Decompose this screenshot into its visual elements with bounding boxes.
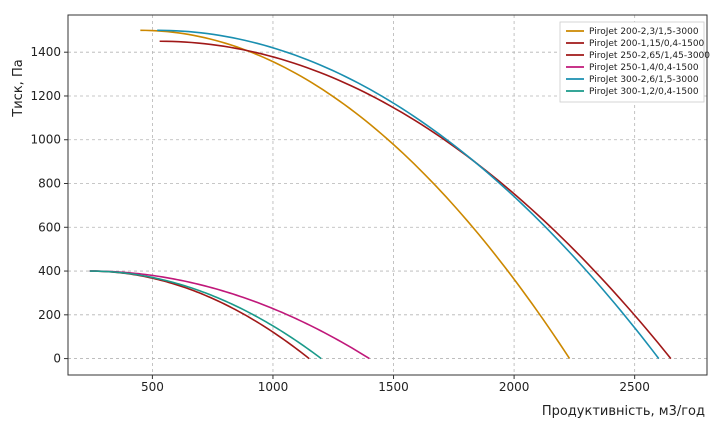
y-tick-label: 1400 xyxy=(30,45,61,59)
legend-box xyxy=(559,21,705,103)
x-tick-label: 1500 xyxy=(378,380,409,394)
legend-entry: PiroJet 200-1,15/0,4-1500 xyxy=(589,39,705,49)
y-tick-label: 0 xyxy=(53,352,61,366)
series-line-1 xyxy=(140,29,571,360)
y-tick-label: 200 xyxy=(38,308,61,322)
legend-entry: PiroJet 300-1,2/0,4-1500 xyxy=(589,87,699,97)
legend: PiroJet 200-2,3/1,5-3000 PiroJet 200-1,15… xyxy=(559,21,710,103)
y-tick-label: 1000 xyxy=(30,133,61,147)
legend-entry: PiroJet 300-2,6/1,5-3000 xyxy=(589,75,699,85)
legend-entry: PiroJet 250-2,65/1,45-3000 xyxy=(589,51,710,61)
series-line-5 xyxy=(157,29,660,360)
x-tick-label: 2500 xyxy=(619,380,650,394)
y-tick-label: 800 xyxy=(38,177,61,191)
y-tick-label: 400 xyxy=(38,264,61,278)
series-line-3 xyxy=(159,40,672,360)
tick-labels: 500 1000 1500 2000 2500 0 200 400 600 800 1000 1200… xyxy=(30,45,649,394)
series-line-6 xyxy=(89,270,322,360)
series-line-4 xyxy=(89,270,370,360)
x-axis-title: Продуктивність, м3/год xyxy=(542,404,705,419)
x-tick-label: 500 xyxy=(141,380,164,394)
x-tick-label: 2000 xyxy=(499,380,530,394)
series-lines xyxy=(89,29,672,360)
y-tick-label: 600 xyxy=(38,220,61,234)
y-axis-title: Тиск, Па xyxy=(11,59,26,117)
y-tick-label: 1200 xyxy=(30,89,61,103)
legend-entry: PiroJet 200-2,3/1,5-3000 xyxy=(589,27,699,37)
x-tick-label: 1000 xyxy=(258,380,289,394)
legend-entry: PiroJet 250-1,4/0,4-1500 xyxy=(589,63,699,73)
plot-frame xyxy=(67,14,708,376)
